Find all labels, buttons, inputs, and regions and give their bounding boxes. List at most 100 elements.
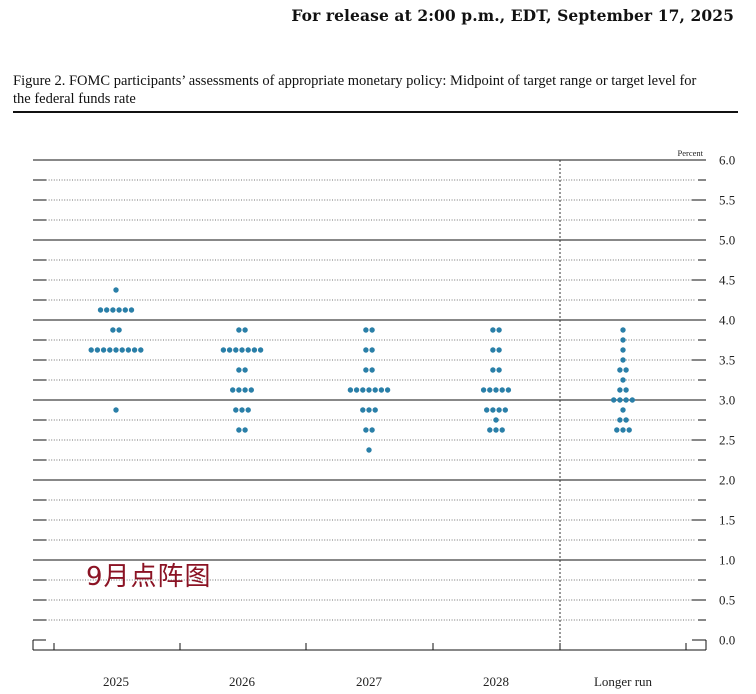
y-tick-label: 1.5 — [719, 513, 735, 528]
participant-dot — [611, 397, 617, 403]
participant-dot — [378, 387, 385, 393]
figure-title: Figure 2. FOMC participants’ assessments… — [13, 73, 697, 107]
participant-dot — [487, 427, 493, 433]
participant-dot — [366, 387, 372, 393]
participant-dot — [629, 397, 635, 403]
x-category-label: 2025 — [103, 674, 129, 689]
participant-dot — [620, 327, 626, 333]
participant-dot — [97, 307, 104, 313]
participant-dot — [226, 347, 233, 353]
participant-dot — [88, 347, 94, 353]
y-tick-label: 4.0 — [719, 313, 735, 328]
participant-dot — [353, 387, 360, 393]
participant-dot — [131, 347, 138, 353]
y-unit-label: Percent — [678, 148, 704, 158]
participant-dot — [496, 407, 502, 413]
y-tick-label: 5.0 — [719, 233, 735, 248]
participant-dot — [384, 387, 391, 393]
participant-dot — [617, 417, 623, 423]
participant-dot — [242, 427, 248, 433]
participant-dot — [242, 327, 248, 333]
participant-dot — [233, 407, 239, 413]
overlay-caption: 9月点阵图 — [86, 562, 212, 592]
participant-dot — [116, 307, 122, 313]
participant-dot — [242, 387, 248, 393]
participant-dot — [347, 387, 354, 393]
x-category-label: Longer run — [594, 674, 653, 689]
participant-dot — [369, 427, 375, 433]
participant-dot — [233, 347, 239, 353]
participant-dot — [620, 407, 626, 413]
participant-dot — [620, 357, 626, 363]
participant-dot — [484, 407, 490, 413]
participant-dot — [239, 407, 245, 413]
participant-dot — [369, 367, 375, 373]
participant-dot — [245, 407, 251, 413]
y-tick-label: 5.5 — [719, 193, 735, 208]
participant-dot — [119, 347, 125, 353]
participant-dot — [242, 367, 248, 373]
participant-dot — [369, 347, 375, 353]
participant-dot — [496, 367, 502, 373]
participant-dot — [369, 327, 375, 333]
participant-dot — [366, 407, 372, 413]
x-category-label: 2028 — [483, 674, 509, 689]
participant-dot — [496, 347, 502, 353]
participant-dot — [620, 377, 626, 383]
participant-dot — [257, 347, 264, 353]
participant-dot — [138, 347, 144, 353]
participant-dot — [363, 367, 369, 373]
participant-dot — [122, 307, 128, 313]
participant-dot — [490, 327, 496, 333]
participant-dot — [623, 397, 629, 403]
y-tick-label: 3.5 — [719, 353, 735, 368]
participant-dot — [236, 387, 242, 393]
participant-dot — [363, 327, 369, 333]
participant-dot — [125, 347, 132, 353]
participant-dot — [490, 407, 496, 413]
participant-dot — [113, 347, 119, 353]
participant-dot — [100, 347, 107, 353]
participant-dot — [236, 367, 242, 373]
participant-dot — [499, 427, 505, 433]
participant-dot — [614, 427, 620, 433]
y-tick-label: 6.0 — [719, 153, 735, 168]
participant-dot — [230, 387, 236, 393]
participant-dot — [493, 387, 499, 393]
y-tick-label: 4.5 — [719, 273, 735, 288]
participant-dot — [620, 347, 626, 353]
participant-dot — [505, 387, 512, 393]
participant-dot — [110, 327, 116, 333]
participant-dot — [490, 367, 496, 373]
participant-dot — [236, 427, 242, 433]
participant-dot — [104, 307, 110, 313]
participant-dot — [617, 387, 623, 393]
participant-dot — [499, 387, 505, 393]
participant-dot — [372, 387, 378, 393]
participant-dot — [248, 387, 254, 393]
participant-dot — [620, 427, 626, 433]
y-tick-label: 3.0 — [719, 393, 735, 408]
participant-dot — [487, 387, 493, 393]
y-tick-label: 2.5 — [719, 433, 735, 448]
participant-dot — [372, 407, 378, 413]
participant-dot — [363, 347, 369, 353]
participant-dot — [220, 347, 227, 353]
participant-dot — [496, 327, 502, 333]
participant-dot — [623, 417, 629, 423]
participant-dot — [502, 407, 508, 413]
participant-dot — [623, 387, 629, 393]
participant-dot — [490, 347, 496, 353]
participant-dot — [128, 307, 135, 313]
participant-dot — [493, 427, 499, 433]
participant-dot — [626, 427, 632, 433]
participant-dot — [116, 327, 122, 333]
participant-dot — [366, 447, 372, 453]
participant-dot — [363, 427, 369, 433]
participant-dot — [480, 387, 487, 393]
participant-dot — [617, 367, 623, 373]
x-category-label: 2026 — [229, 674, 256, 689]
participant-dot — [245, 347, 251, 353]
y-tick-label: 0.5 — [719, 593, 735, 608]
